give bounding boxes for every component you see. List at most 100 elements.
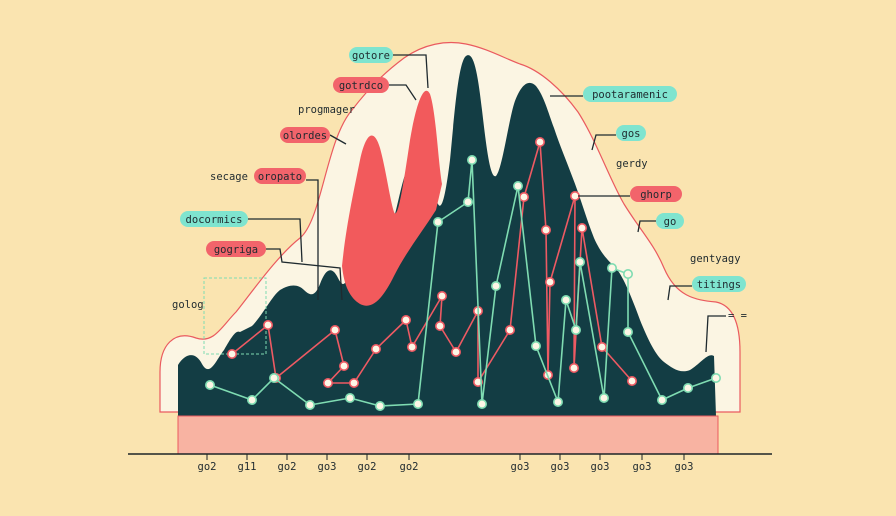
annotation-teal: titings: [667, 276, 746, 301]
annotation-label: titings: [697, 279, 741, 291]
annotation-label: oropato: [258, 171, 302, 183]
green-series-point: [622, 268, 633, 279]
annotation-leader-line: [329, 134, 347, 145]
red-series-point: [540, 225, 551, 236]
annotation-red: gotrdco: [333, 77, 417, 101]
annotation-label: gerdy: [616, 158, 648, 170]
annotation-teal: gotore: [349, 47, 429, 89]
red-series-point: [576, 223, 587, 234]
annotation-label: golog: [172, 299, 204, 311]
annotation-label: progmager: [298, 104, 355, 116]
x-tick-label: go3: [318, 461, 337, 473]
annotation-tag-pill: [616, 125, 646, 141]
annotation-label: olordes: [283, 130, 327, 142]
annotation-tag-pill: [254, 168, 306, 184]
red-series-point: [518, 192, 529, 203]
annotation-plain: = =: [705, 310, 747, 353]
annotation-tag-pill: [692, 276, 746, 292]
red-series-point: [569, 191, 580, 202]
annotation-plain: secage: [210, 171, 248, 183]
red-series-point: [450, 346, 461, 357]
red-series-point: [329, 324, 340, 335]
annotation-teal: go: [637, 213, 684, 233]
annotation-teal: pootaramenic: [550, 86, 677, 102]
red-series-point: [338, 360, 349, 371]
annotation-plain: golog: [172, 299, 204, 311]
x-tick-label: go2: [278, 461, 297, 473]
green-series-point: [490, 280, 501, 291]
green-series-point: [560, 294, 571, 305]
red-series-point: [472, 376, 483, 387]
annotation-plain: gerdy: [616, 158, 648, 170]
annotation-label: secage: [210, 171, 248, 183]
green-series-point: [598, 392, 609, 403]
green-series-point: [304, 399, 315, 410]
annotation-red: gogriga: [206, 241, 343, 301]
annotation-leader-line: [248, 218, 303, 263]
x-axis: go2 g11 go2 go3 go2 go2 go3 go3 go3 go3 go3: [128, 453, 772, 473]
green-series-point: [512, 181, 523, 192]
green-series-point: [247, 394, 258, 405]
x-tick-label: go3: [633, 461, 652, 473]
red-series-point: [370, 343, 381, 354]
annotation-teal: docormics: [180, 211, 303, 263]
red-series-point: [596, 341, 607, 352]
green-series-point: [476, 398, 487, 409]
green-series-point: [462, 197, 473, 208]
red-series-point: [348, 377, 359, 388]
red-series-point: [434, 320, 445, 331]
green-series-point: [606, 262, 617, 273]
annotation-leader-line: [393, 54, 429, 89]
red-series: [227, 137, 637, 388]
green-series-point: [682, 382, 693, 393]
annotation-tag-pill: [349, 47, 393, 63]
green-series-point: [432, 217, 443, 228]
x-tick-label: g11: [238, 461, 257, 473]
x-tick-label: go2: [400, 461, 419, 473]
x-tick-label: go2: [198, 461, 217, 473]
red-series-point: [400, 314, 411, 325]
red-series-point: [227, 348, 238, 359]
x-tick-label: go2: [358, 461, 377, 473]
x-tick-label: go3: [511, 461, 530, 473]
red-series-point: [626, 375, 637, 386]
annotation-label: go: [664, 216, 677, 228]
annotation-plain: gentyagy: [690, 253, 741, 265]
green-series-point: [552, 396, 563, 407]
annotation-label: pootaramenic: [592, 89, 668, 101]
annotation-label: ghorp: [640, 189, 672, 201]
annotation-red: olordes: [280, 127, 347, 145]
red-series-point: [406, 341, 417, 352]
annotation-tag-pill: [630, 186, 682, 202]
annotation-leader-line: [591, 134, 616, 151]
annotation-tag-pill: [206, 241, 266, 257]
annotation-tag-pill: [280, 127, 330, 143]
red-series-point: [262, 319, 273, 330]
annotation-tag-pill: [180, 211, 248, 227]
base-band: [177, 415, 719, 455]
annotation-leader-line: [266, 248, 343, 301]
red-series-point: [544, 276, 555, 287]
red-series-point: [504, 324, 515, 335]
x-tick-label: go3: [551, 461, 570, 473]
annotation-label: gogriga: [214, 244, 258, 256]
annotation-tag-pill: [656, 213, 684, 229]
mountain-area: [178, 55, 716, 417]
green-series-point: [656, 394, 667, 405]
annotation-leader-line: [389, 84, 417, 101]
annotation-leader-line: [667, 285, 692, 301]
annotation-label: gotore: [352, 50, 390, 62]
annotation-red: oropato: [254, 168, 319, 300]
focus-box: [203, 277, 267, 355]
annotation-leader-line: [637, 220, 656, 233]
series-layer: [205, 137, 721, 411]
green-series-point: [374, 400, 385, 411]
green-series-point: [622, 326, 633, 337]
red-series-point: [322, 377, 333, 388]
green-series-point: [344, 392, 355, 403]
red-series-point: [436, 290, 447, 301]
annotation-label: gotrdco: [339, 80, 383, 92]
green-series-point: [412, 398, 423, 409]
red-series-point: [568, 362, 579, 373]
